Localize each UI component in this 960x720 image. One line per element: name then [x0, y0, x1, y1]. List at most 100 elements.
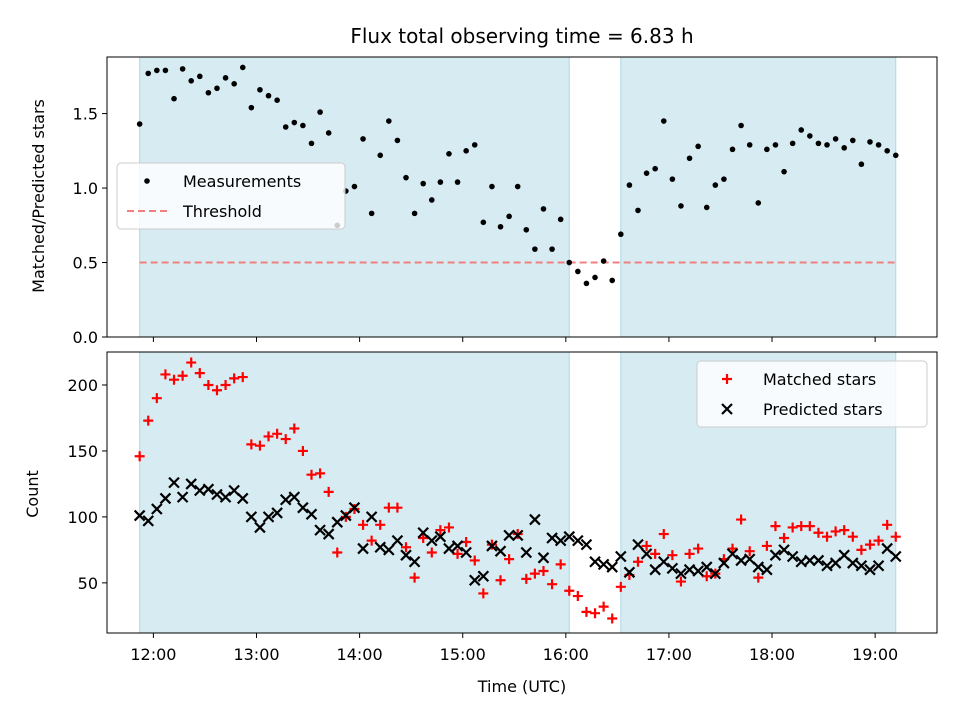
matched-stars-point [684, 548, 695, 559]
measurement-point [798, 127, 805, 133]
legend-label-matched: Matched stars [763, 370, 876, 389]
measurement-point [145, 70, 152, 77]
predicted-stars-point [348, 501, 361, 514]
matched-stars-point [366, 535, 377, 546]
measurement-point [815, 140, 822, 147]
matched-stars-point [160, 369, 171, 380]
matched-stars-point [443, 522, 454, 533]
legend-box [696, 360, 928, 428]
matched-stars-point [650, 548, 661, 559]
matched-stars-point [882, 519, 893, 530]
matched-stars-point [409, 572, 420, 583]
predicted-stars-point [279, 493, 292, 506]
measurement-point [420, 180, 426, 187]
predicted-stars-point [769, 549, 782, 561]
measurement-point [832, 136, 839, 142]
predicted-stars-point [666, 562, 679, 575]
predicted-stars-point [133, 509, 146, 522]
predicted-stars-point [589, 555, 601, 568]
predicted-stars-point [692, 565, 704, 577]
shaded-interval [620, 56, 897, 338]
measurement-point [394, 137, 401, 144]
measurement-point [626, 182, 633, 188]
matched-stars-point [529, 568, 540, 579]
matched-stars-point [590, 608, 601, 619]
matched-stars-point [564, 585, 575, 596]
matched-stars-point [572, 591, 583, 602]
predicted-stars-point [486, 540, 498, 552]
measurement-point [360, 136, 366, 142]
y-tick-label: 0.5 [73, 254, 98, 273]
predicted-stars-point [322, 528, 335, 540]
measurement-point [188, 78, 195, 84]
predicted-stars-point [219, 491, 232, 503]
matched-stars-point [186, 357, 197, 368]
matched-stars-point [770, 521, 781, 532]
predicted-stars-point [297, 501, 309, 514]
predicted-stars-point [718, 557, 730, 569]
predicted-stars-point [580, 538, 593, 551]
matched-stars-point [211, 385, 222, 396]
measurement-point [652, 165, 658, 172]
measurement-point [884, 148, 890, 154]
measurement-point [463, 148, 469, 154]
matched-stars-point [796, 521, 807, 532]
matched-stars-point [289, 423, 300, 434]
x-tick-label: 18:00 [749, 645, 795, 664]
measurement-point [592, 274, 598, 281]
measurement-point [875, 142, 882, 148]
legend-label-measurements: Measurements [183, 172, 301, 191]
measurement-point [583, 280, 590, 287]
measurement-point [136, 121, 143, 127]
matched-stars-point [847, 531, 858, 542]
measurement-point [205, 89, 212, 96]
matched-stars-point [194, 368, 205, 379]
measurement-point [867, 139, 873, 145]
measurement-point [669, 176, 676, 182]
matched-stars-point [151, 393, 162, 404]
measurement-point [265, 92, 272, 99]
predicted-stars-point [451, 540, 464, 552]
predicted-stars-point [254, 521, 266, 534]
matched-stars-point [392, 502, 403, 513]
measurement-point [506, 213, 512, 220]
x-tick-label: 12:00 [130, 645, 176, 664]
legend-matched-marker [722, 374, 732, 384]
matched-stars-point [272, 428, 283, 439]
predicted-stars-point [408, 555, 421, 568]
measurement-point [575, 268, 581, 275]
predicted-stars-point [374, 541, 387, 554]
matched-stars-point [177, 370, 188, 381]
measurement-point [549, 246, 555, 252]
predicted-stars-point [400, 549, 412, 561]
predicted-stars-point [889, 550, 902, 563]
measurement-point [386, 118, 392, 124]
measurement-point [411, 210, 418, 217]
predicted-stars-point [245, 511, 258, 523]
measurement-point [428, 197, 435, 203]
measurement-point [755, 200, 762, 206]
predicted-stars-point [314, 524, 326, 536]
matched-stars-point [856, 544, 867, 555]
predicted-stars-point [383, 544, 395, 556]
predicted-stars-point [640, 548, 653, 560]
predicted-stars-point [236, 492, 249, 505]
measurement-point [514, 183, 521, 190]
measurement-point [523, 226, 530, 233]
matched-stars-point [839, 525, 850, 536]
matched-stars-point [401, 542, 412, 553]
measurement-point [274, 97, 280, 103]
measurement-point [695, 143, 701, 150]
matched-stars-point [581, 606, 592, 617]
predicted-stars-point [520, 546, 533, 559]
predicted-stars-point [331, 516, 344, 528]
predicted-stars-point [168, 476, 180, 489]
predicted-stars-point [563, 530, 576, 543]
measurement-point [540, 206, 547, 212]
matched-stars-point [727, 543, 738, 554]
matched-stars-point [263, 431, 274, 442]
predicted-stars-point [657, 555, 670, 568]
matched-stars-point [736, 514, 747, 525]
x-tick-label: 15:00 [440, 645, 486, 664]
matched-stars-point [890, 531, 901, 542]
